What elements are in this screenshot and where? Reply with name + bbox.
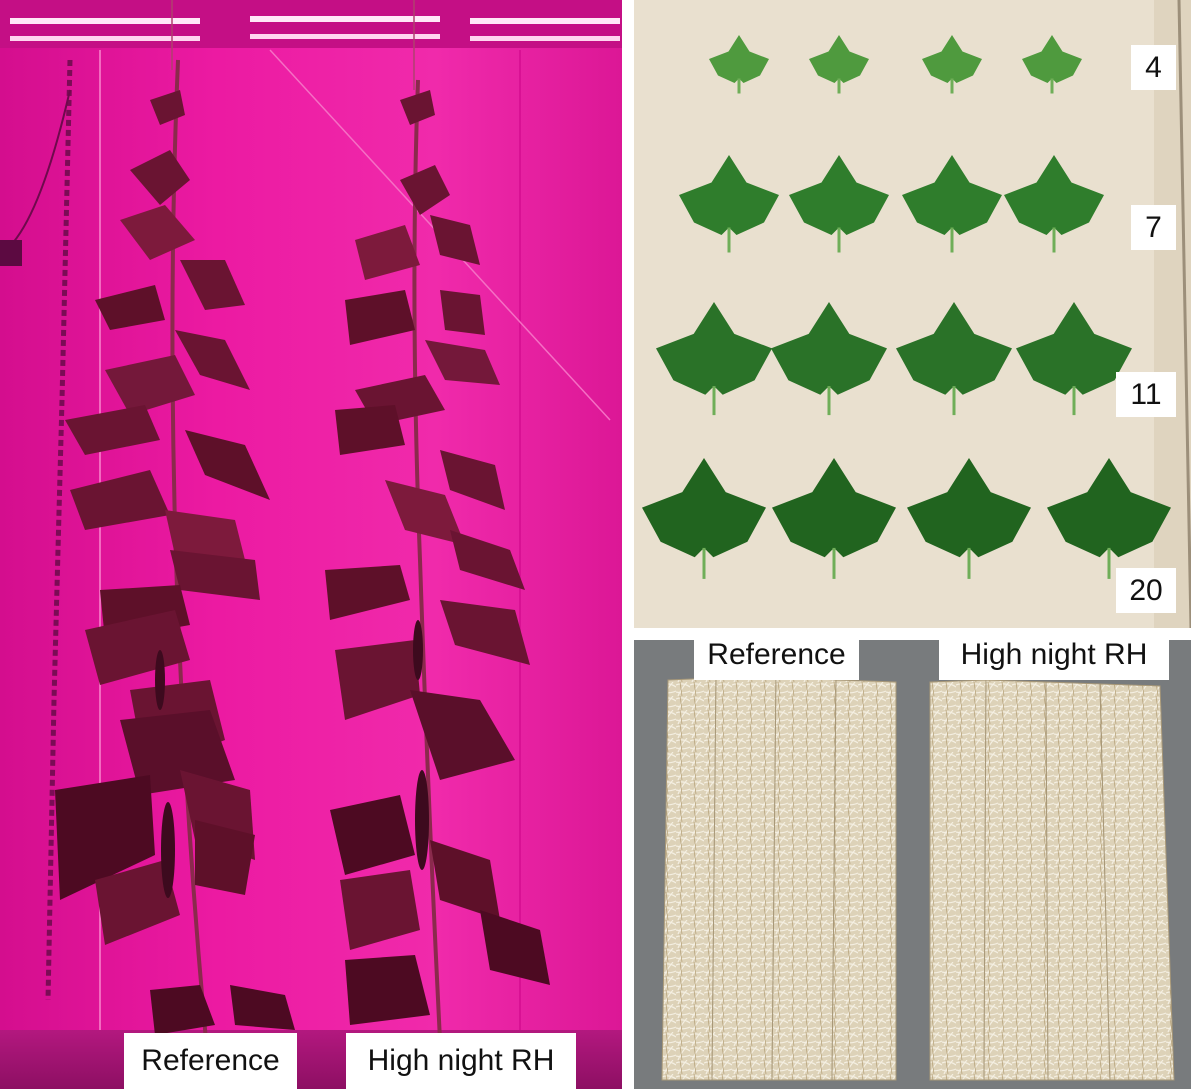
roots-photo-image — [634, 640, 1191, 1089]
leaf — [679, 155, 779, 235]
leaf-rows — [642, 35, 1171, 579]
leaf — [907, 458, 1031, 558]
leaf — [789, 155, 889, 235]
leaves-photo: 4 7 11 20 — [634, 0, 1191, 628]
leaf — [642, 458, 766, 558]
leaf-number-4: 4 — [1131, 45, 1176, 90]
plants-photo: Reference High night RH — [0, 0, 622, 1089]
high-night-rh-plant — [325, 90, 550, 1025]
leaf — [771, 302, 887, 395]
reference-plant — [55, 90, 295, 1035]
leaf — [656, 302, 772, 395]
leaf — [809, 35, 869, 83]
plants-photo-image — [0, 0, 622, 1089]
leaves-photo-image — [634, 0, 1191, 628]
roots-label-reference: Reference — [694, 640, 859, 680]
leaf-number-20: 20 — [1116, 568, 1176, 613]
leaf-number-11: 11 — [1116, 372, 1176, 417]
plants-label-high-night-rh: High night RH — [346, 1033, 576, 1089]
roots-label-high-night-rh: High night RH — [939, 640, 1169, 680]
leaf — [1047, 458, 1171, 558]
leaf — [902, 155, 1002, 235]
leaf — [1016, 302, 1132, 395]
plants-label-reference: Reference — [124, 1033, 297, 1089]
grow-light-strips — [10, 16, 620, 41]
rockwool-slabs — [661, 675, 1175, 1081]
leaf — [709, 35, 769, 83]
leaf — [896, 302, 1012, 395]
leaf — [1004, 155, 1104, 235]
leaf-number-7: 7 — [1131, 205, 1176, 250]
roots-photo: Reference High night RH — [634, 640, 1191, 1089]
leaf — [922, 35, 982, 83]
leaf — [1022, 35, 1082, 83]
leaf — [772, 458, 896, 558]
